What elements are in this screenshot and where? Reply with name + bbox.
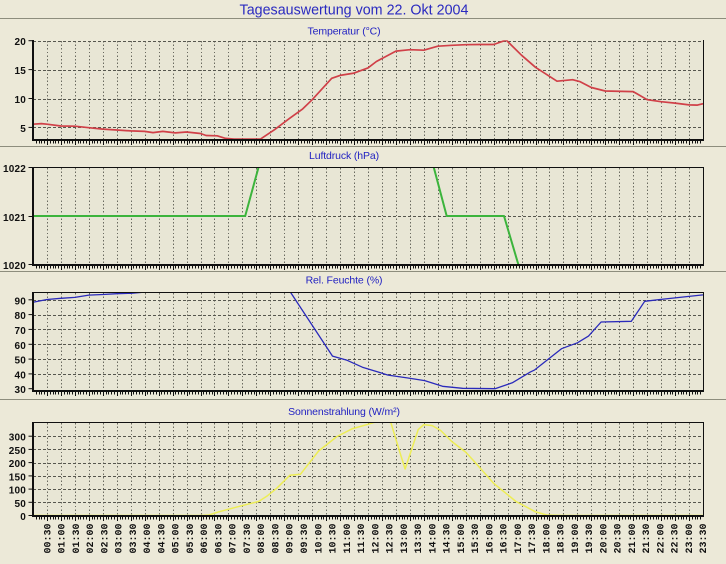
svg-text:Temperatur (°C): Temperatur (°C)	[308, 26, 381, 38]
svg-text:20:30: 20:30	[614, 523, 625, 553]
svg-text:14:30: 14:30	[443, 523, 454, 553]
svg-text:03:00: 03:00	[115, 523, 126, 553]
svg-text:00:30: 00:30	[43, 523, 54, 553]
svg-text:02:30: 02:30	[100, 523, 111, 553]
svg-text:12:30: 12:30	[386, 523, 397, 553]
svg-text:07:30: 07:30	[243, 523, 254, 553]
svg-text:11:00: 11:00	[343, 523, 354, 553]
svg-text:70: 70	[14, 326, 26, 337]
svg-text:5: 5	[20, 124, 26, 135]
svg-text:0: 0	[20, 512, 26, 523]
svg-text:22:30: 22:30	[671, 523, 682, 553]
svg-text:11:30: 11:30	[357, 523, 368, 553]
svg-text:09:30: 09:30	[300, 523, 311, 553]
svg-text:15:00: 15:00	[457, 523, 468, 553]
svg-text:03:30: 03:30	[129, 523, 140, 553]
svg-text:08:30: 08:30	[271, 523, 282, 553]
svg-text:09:00: 09:00	[286, 523, 297, 553]
svg-text:20: 20	[14, 37, 26, 48]
svg-text:80: 80	[14, 311, 26, 322]
svg-text:05:00: 05:00	[172, 523, 183, 553]
svg-text:15: 15	[14, 66, 26, 77]
svg-text:1022: 1022	[3, 164, 26, 175]
svg-text:19:30: 19:30	[585, 523, 596, 553]
svg-text:23:30: 23:30	[699, 523, 710, 553]
svg-text:50: 50	[14, 499, 26, 510]
svg-text:10:00: 10:00	[314, 523, 325, 553]
svg-text:07:00: 07:00	[229, 523, 240, 553]
svg-text:18:00: 18:00	[542, 523, 553, 553]
svg-text:06:00: 06:00	[200, 523, 211, 553]
svg-text:16:30: 16:30	[500, 523, 511, 553]
svg-text:19:00: 19:00	[571, 523, 582, 553]
svg-text:Rel. Feuchte (%): Rel. Feuchte (%)	[306, 275, 383, 287]
svg-text:15:30: 15:30	[471, 523, 482, 553]
svg-text:04:30: 04:30	[157, 523, 168, 553]
svg-text:300: 300	[9, 433, 27, 444]
svg-text:21:00: 21:00	[628, 523, 639, 553]
svg-text:01:00: 01:00	[58, 523, 69, 553]
svg-text:21:30: 21:30	[642, 523, 653, 553]
svg-text:22:00: 22:00	[656, 523, 667, 553]
svg-text:13:00: 13:00	[400, 523, 411, 553]
svg-text:17:30: 17:30	[528, 523, 539, 553]
svg-text:05:30: 05:30	[186, 523, 197, 553]
svg-text:01:30: 01:30	[72, 523, 83, 553]
svg-text:150: 150	[9, 472, 27, 483]
svg-text:13:30: 13:30	[414, 523, 425, 553]
svg-text:10:30: 10:30	[329, 523, 340, 553]
svg-text:23:00: 23:00	[685, 523, 696, 553]
svg-text:30: 30	[14, 385, 26, 396]
svg-text:1021: 1021	[3, 213, 26, 224]
svg-text:17:00: 17:00	[514, 523, 525, 553]
svg-text:Sonnenstrahlung (W/m²): Sonnenstrahlung (W/m²)	[288, 406, 400, 418]
svg-text:06:30: 06:30	[214, 523, 225, 553]
svg-text:1020: 1020	[3, 261, 26, 272]
svg-text:12:00: 12:00	[371, 523, 382, 553]
svg-text:18:30: 18:30	[557, 523, 568, 553]
svg-text:200: 200	[9, 459, 27, 470]
svg-text:90: 90	[14, 296, 26, 307]
svg-text:Luftdruck (hPa): Luftdruck (hPa)	[309, 150, 379, 162]
svg-text:50: 50	[14, 356, 26, 367]
svg-text:100: 100	[9, 486, 27, 497]
svg-text:Tagesauswertung vom 22. Okt 20: Tagesauswertung vom 22. Okt 2004	[240, 3, 469, 19]
svg-text:16:00: 16:00	[485, 523, 496, 553]
svg-text:14:00: 14:00	[428, 523, 439, 553]
svg-text:250: 250	[9, 446, 27, 457]
svg-text:20:00: 20:00	[599, 523, 610, 553]
svg-text:40: 40	[14, 370, 26, 381]
svg-text:10: 10	[14, 95, 26, 106]
svg-text:08:00: 08:00	[257, 523, 268, 553]
svg-text:60: 60	[14, 341, 26, 352]
svg-text:04:00: 04:00	[143, 523, 154, 553]
svg-text:02:00: 02:00	[86, 523, 97, 553]
